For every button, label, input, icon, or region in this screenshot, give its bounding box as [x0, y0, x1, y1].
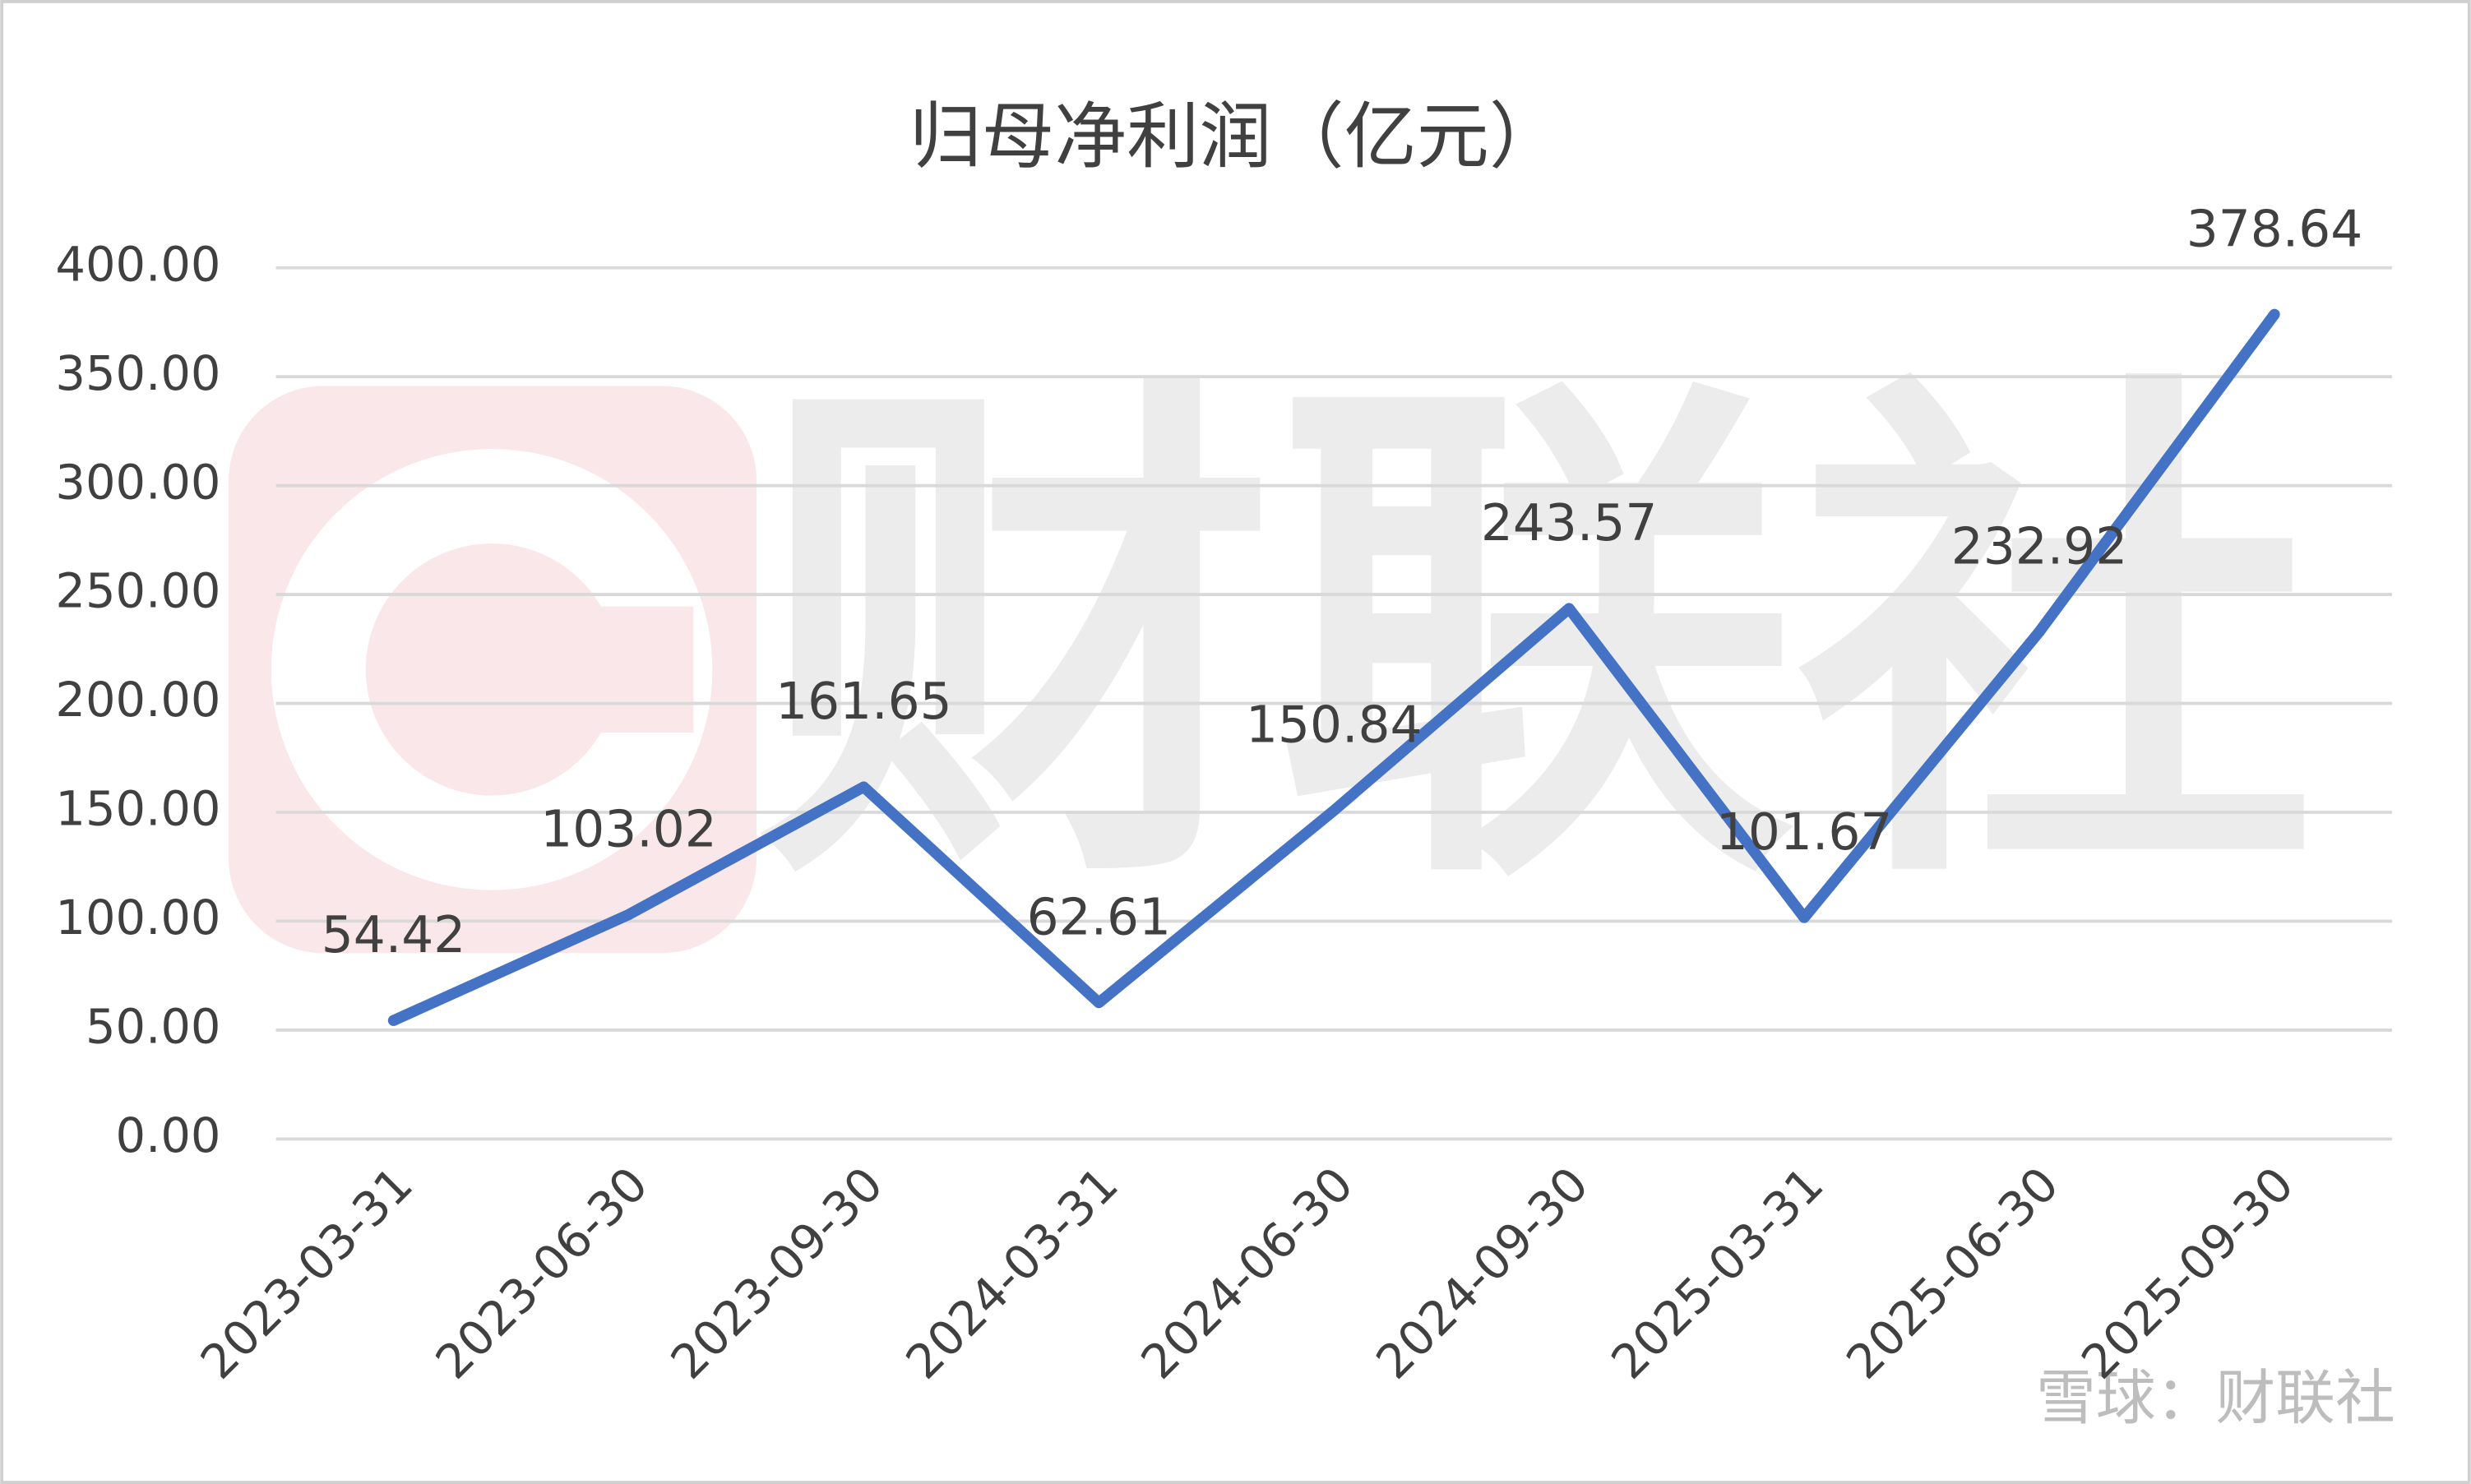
- data-label: 150.84: [1246, 696, 1422, 755]
- y-tick-label: 150.00: [55, 782, 220, 837]
- y-tick-label: 100.00: [55, 890, 220, 945]
- data-label: 378.64: [2186, 200, 2362, 258]
- data-label: 62.61: [1027, 888, 1171, 946]
- y-tick-label: 0.00: [116, 1108, 221, 1163]
- source-watermark: 雪球：财联社: [2036, 1363, 2395, 1433]
- y-tick-label: 200.00: [55, 673, 220, 728]
- data-label: 54.42: [322, 906, 465, 964]
- y-tick-label: 300.00: [55, 455, 220, 510]
- data-label: 103.02: [540, 800, 716, 858]
- data-label: 232.92: [1951, 517, 2127, 576]
- data-line: [387, 308, 2280, 1026]
- y-tick-label: 400.00: [55, 237, 220, 292]
- watermark-logo: [229, 386, 757, 954]
- y-tick-label: 50.00: [86, 1000, 221, 1055]
- data-label: 101.67: [1716, 803, 1892, 862]
- y-tick-label: 350.00: [55, 346, 220, 401]
- data-label: 243.57: [1481, 494, 1657, 552]
- chart-title: 归母净利润（亿元）: [909, 94, 1562, 178]
- data-label: 161.65: [775, 673, 951, 731]
- y-tick-label: 250.00: [55, 564, 220, 619]
